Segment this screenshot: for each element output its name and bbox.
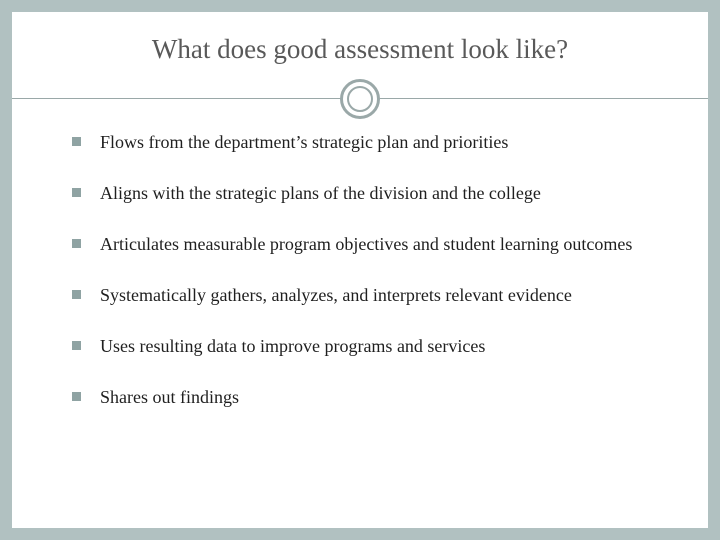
title-divider (52, 77, 668, 121)
list-item: Aligns with the strategic plans of the d… (72, 182, 668, 205)
divider-circle-icon (340, 79, 380, 119)
list-item: Uses resulting data to improve programs … (72, 335, 668, 358)
list-item: Systematically gathers, analyzes, and in… (72, 284, 668, 307)
list-item: Shares out findings (72, 386, 668, 409)
list-item: Articulates measurable program objective… (72, 233, 668, 256)
bullet-list: Flows from the department’s strategic pl… (52, 131, 668, 409)
slide: What does good assessment look like? Flo… (12, 12, 708, 528)
list-item: Flows from the department’s strategic pl… (72, 131, 668, 154)
slide-title: What does good assessment look like? (52, 34, 668, 65)
